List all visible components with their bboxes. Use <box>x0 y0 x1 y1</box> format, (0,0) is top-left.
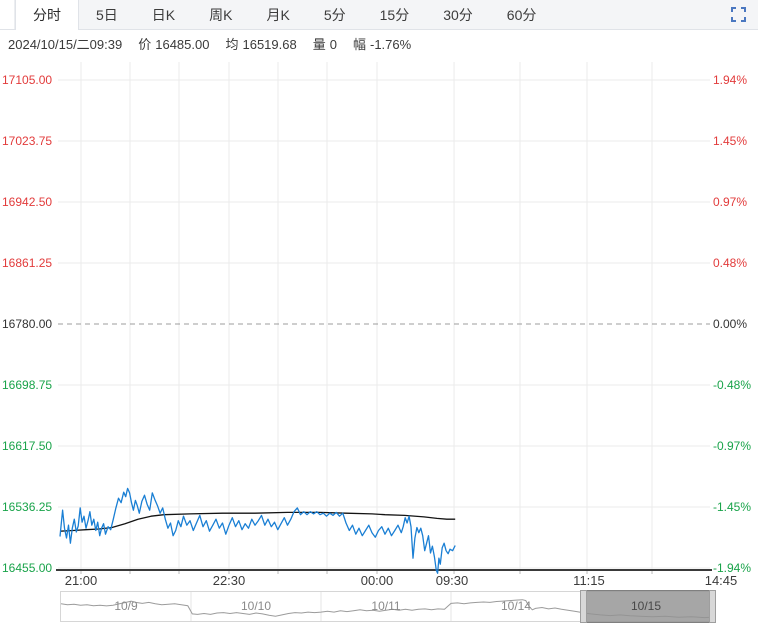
y-axis-label-price: 16536.25 <box>2 500 52 514</box>
tab-period-5[interactable]: 5分 <box>323 6 346 23</box>
tab-period-0[interactable]: 分时 <box>15 0 79 30</box>
y-axis-label-price: 17023.75 <box>2 134 52 148</box>
y-axis-label-percent: 0.97% <box>713 195 747 209</box>
y-axis-label-price: 16942.50 <box>2 195 52 209</box>
avg-label: 均 <box>225 37 239 52</box>
price-label: 价 <box>138 37 152 52</box>
change-value: -1.76% <box>369 37 412 52</box>
y-axis-label-price: 17105.00 <box>2 73 52 87</box>
price-line <box>59 487 456 574</box>
navigator-selection-fill[interactable] <box>587 590 709 623</box>
y-axis-label-price: 16455.00 <box>2 561 52 575</box>
y-axis-label-price: 16698.75 <box>2 378 52 392</box>
navigator-date-label: 10/11 <box>371 599 401 613</box>
x-axis-label-time: 21:00 <box>64 573 98 588</box>
quote-price: 价 16485.00 <box>138 34 209 53</box>
x-axis-label-time: 11:15 <box>573 573 605 588</box>
tabbar-lead-spacer <box>0 0 15 29</box>
navigator-date-label: 10/10 <box>240 599 272 613</box>
y-axis-label-percent: 0.00% <box>713 317 747 331</box>
x-axis-label-time: 09:30 <box>435 573 469 588</box>
change-label: 幅 <box>352 37 366 52</box>
navigator-date-label: 10/9 <box>114 599 138 613</box>
x-axis-label-time: 00:00 <box>360 573 394 588</box>
y-axis-label-percent: 1.45% <box>713 134 747 148</box>
y-axis-label-price: 16780.00 <box>2 317 52 331</box>
price-value: 16485.00 <box>155 37 210 52</box>
quote-average: 均 16519.68 <box>225 34 296 53</box>
y-axis-label-percent: -0.48% <box>713 378 751 392</box>
tab-period-4[interactable]: 月K <box>266 6 290 23</box>
navigator-selection[interactable] <box>580 590 716 623</box>
navigator-date-label: 10/15 <box>630 599 662 613</box>
y-axis-label-price: 16617.50 <box>2 439 52 453</box>
quote-datetime: 2024/10/15/二09:39 <box>8 37 123 52</box>
quote-change: 幅 -1.76% <box>353 34 411 53</box>
navigator-handle-left[interactable] <box>580 590 587 623</box>
navigator-handle-right[interactable] <box>709 590 716 623</box>
fullscreen-icon <box>730 7 746 22</box>
fullscreen-button[interactable] <box>730 7 746 23</box>
average-line <box>59 511 456 532</box>
navigator-date-label: 10/14 <box>500 599 532 613</box>
x-axis-label-time: 14:45 <box>704 573 738 588</box>
y-axis-label-percent: 1.94% <box>713 73 747 87</box>
tab-period-6[interactable]: 15分 <box>379 6 410 23</box>
y-axis-label-percent: -1.94% <box>713 561 751 575</box>
y-axis-label-price: 16861.25 <box>2 256 52 270</box>
y-axis-label-percent: 0.48% <box>713 256 747 270</box>
navigator-price-line <box>61 599 711 619</box>
y-axis-label-percent: -0.97% <box>713 439 751 453</box>
tab-period-1[interactable]: 5日 <box>96 6 118 23</box>
time-axis: 21:00 22:30 00:00 09:30 11:15 14:45 <box>0 572 758 589</box>
tab-period-7[interactable]: 30分 <box>443 6 473 23</box>
y-axis-label-percent: -1.45% <box>713 500 751 514</box>
intraday-chart[interactable]: 17105.00 1.94% 17023.75 1.45% 16942.50 0.97% 1… <box>0 56 758 576</box>
x-axis-label-time: 22:30 <box>212 573 246 588</box>
volume-value: 0 <box>329 37 337 52</box>
tab-period-8[interactable]: 60分 <box>506 6 537 23</box>
period-tabbar: 分时 5日 日K 周K 月K 5分 15分 30分 60分 <box>0 0 758 30</box>
tab-period-2[interactable]: 日K <box>151 6 176 23</box>
tab-period-3[interactable]: 周K <box>209 6 233 23</box>
volume-label: 量 <box>312 37 326 52</box>
avg-value: 16519.68 <box>242 37 297 52</box>
date-navigator[interactable]: 10/9 10/10 10/11 10/14 10/15 <box>60 590 716 623</box>
